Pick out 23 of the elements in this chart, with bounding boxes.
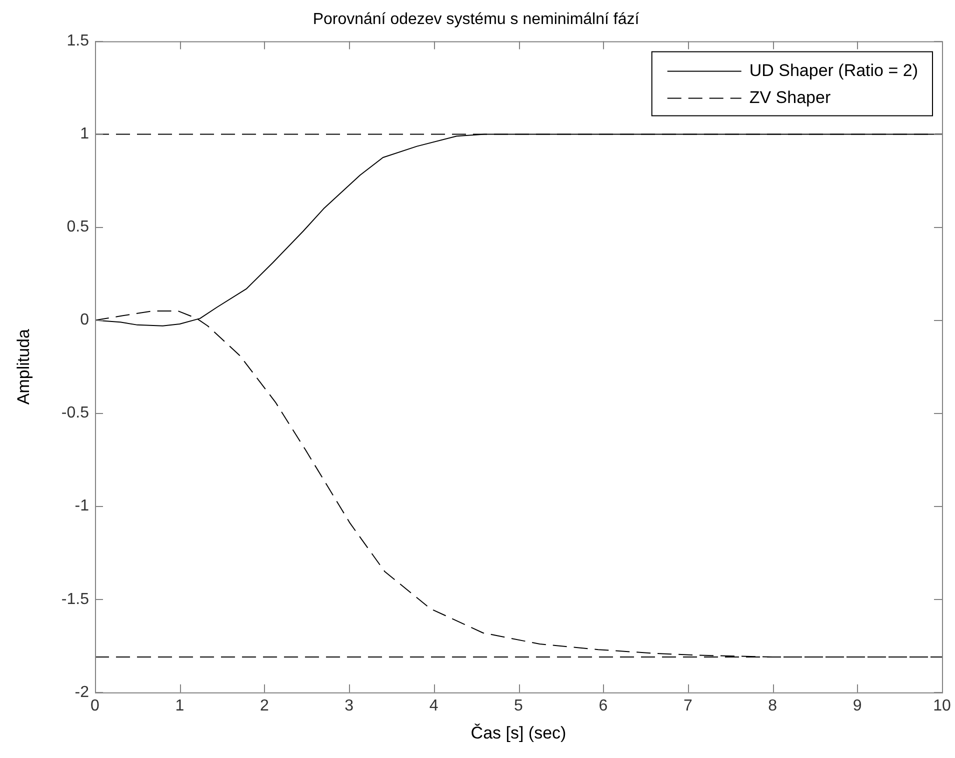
y-tick-label: -1: [74, 498, 90, 515]
x-tick-label: 9: [852, 697, 862, 714]
y-tick-label: -0.5: [61, 404, 90, 422]
x-tick-label: 10: [933, 697, 951, 714]
x-tick-label: 1: [175, 697, 184, 714]
x-tick-label: 4: [429, 697, 438, 714]
y-tick-label: 1: [80, 126, 90, 143]
x-tick-label: 5: [514, 697, 524, 714]
y-tick-label: 0.5: [66, 218, 90, 236]
x-tick-label: 8: [768, 697, 778, 714]
legend-label: UD Shaper (Ratio = 2): [749, 60, 918, 80]
y-tick-label: -2: [74, 684, 90, 701]
x-tick-label: 3: [344, 697, 354, 714]
legend-label: ZV Shaper: [749, 88, 831, 107]
y-tick-label: 0: [80, 312, 90, 329]
y-tick-label: 1.5: [66, 32, 90, 50]
y-axis-title: Amplituda: [14, 328, 33, 405]
x-tick-label: 7: [683, 697, 692, 714]
y-tick-label: -1.5: [61, 590, 90, 608]
x-axis-title: Čas [s] (sec): [470, 723, 566, 742]
x-tick-label: 6: [598, 697, 608, 714]
x-tick-label: 2: [260, 697, 269, 714]
chart-title: Porovnání odezev systému s neminimální fází: [312, 11, 640, 28]
